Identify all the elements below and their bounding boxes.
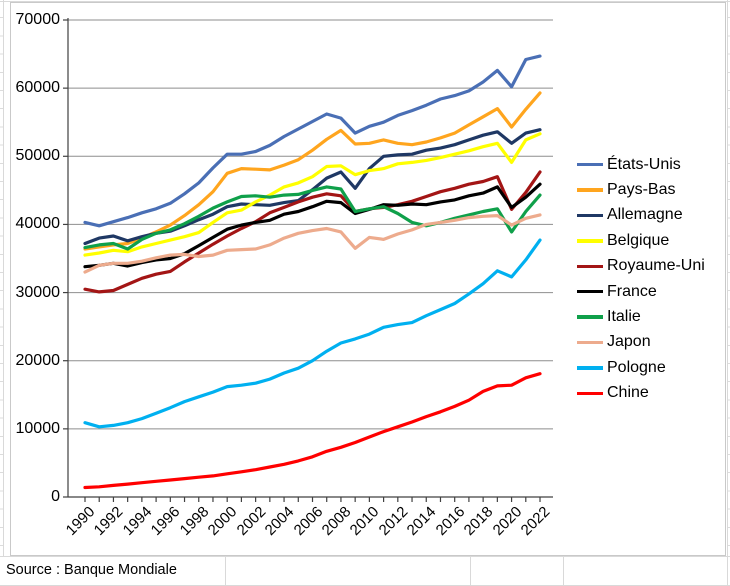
legend-label: Allemagne xyxy=(607,206,683,224)
sheet-right-column-line xyxy=(727,0,728,586)
legend-swatch-royaume-uni xyxy=(577,264,603,268)
series-line-italie[interactable] xyxy=(83,185,542,251)
series-line-chine[interactable] xyxy=(83,372,542,490)
y-axis-tick-label: 30000 xyxy=(15,283,61,301)
legend-label: Belgique xyxy=(607,231,670,249)
chart-object[interactable] xyxy=(10,2,726,556)
legend-label: Pologne xyxy=(607,358,666,376)
legend-swatch-france xyxy=(577,289,603,294)
legend-swatch-pays-bas xyxy=(577,188,603,192)
legend-item-japon[interactable]: Japon xyxy=(577,330,705,355)
y-axis-tick-label: 10000 xyxy=(15,419,61,437)
sheet-left-column-line xyxy=(3,0,4,556)
legend-item-allemagne[interactable]: Allemagne xyxy=(577,203,705,228)
legend-label: Royaume-Uni xyxy=(607,257,705,275)
legend-swatch-italie xyxy=(577,315,603,319)
legend-swatch-allemagne xyxy=(577,213,603,218)
series-line-allemagne[interactable] xyxy=(83,128,542,246)
series-line-pays-bas[interactable] xyxy=(83,91,542,251)
sheet-left-row-stubs xyxy=(0,0,3,556)
legend-swatch-etats-unis xyxy=(577,163,603,167)
series-line-pologne[interactable] xyxy=(83,238,542,429)
y-axis-tick-label: 0 xyxy=(51,488,60,505)
source-cell[interactable]: Source : Banque Mondiale xyxy=(6,562,177,578)
legend-label: France xyxy=(607,282,657,300)
legend-swatch-belgique xyxy=(577,239,603,243)
legend-item-pays-bas[interactable]: Pays-Bas xyxy=(577,177,705,202)
sheet-top-row-line xyxy=(0,1,730,2)
sheet-bottom-col-line-3 xyxy=(563,556,564,586)
series-line-royaume-uni[interactable] xyxy=(83,170,542,294)
legend-item-etats-unis[interactable]: États-Unis xyxy=(577,152,705,177)
y-axis-tick-label: 60000 xyxy=(15,79,61,97)
legend-item-france[interactable]: France xyxy=(577,279,705,304)
legend-item-pologne[interactable]: Pologne xyxy=(577,355,705,380)
legend-label: Chine xyxy=(607,384,649,402)
legend-item-royaume-uni[interactable]: Royaume-Uni xyxy=(577,254,705,279)
series-line-etats-unis[interactable] xyxy=(83,54,542,228)
legend-swatch-pologne xyxy=(577,366,603,370)
chart-legend: États-Unis Pays-Bas Allemagne Belgique Royau… xyxy=(577,152,705,406)
sheet-bottom-row-line-1 xyxy=(0,556,730,557)
series-line-belgique[interactable] xyxy=(83,132,542,257)
y-axis-tick-label: 70000 xyxy=(15,11,61,28)
sheet-bottom-col-line-1 xyxy=(225,556,226,586)
legend-label: Japon xyxy=(607,333,651,351)
sheet-right-row-stubs xyxy=(727,0,730,556)
legend-swatch-chine xyxy=(577,391,603,395)
legend-item-italie[interactable]: Italie xyxy=(577,304,705,329)
y-axis-tick-label: 40000 xyxy=(15,215,61,233)
legend-item-belgique[interactable]: Belgique xyxy=(577,228,705,253)
y-axis-tick-label: 20000 xyxy=(15,351,61,369)
series-line-japon[interactable] xyxy=(83,213,542,274)
series-line-france[interactable] xyxy=(83,182,542,269)
y-axis-tick-label: 50000 xyxy=(15,147,61,165)
legend-item-chine[interactable]: Chine xyxy=(577,381,705,406)
legend-swatch-japon xyxy=(577,340,603,345)
legend-label: Pays-Bas xyxy=(607,181,676,199)
legend-label: Italie xyxy=(607,308,641,326)
legend-label: États-Unis xyxy=(607,155,681,173)
sheet-bottom-col-line-2 xyxy=(470,556,471,586)
